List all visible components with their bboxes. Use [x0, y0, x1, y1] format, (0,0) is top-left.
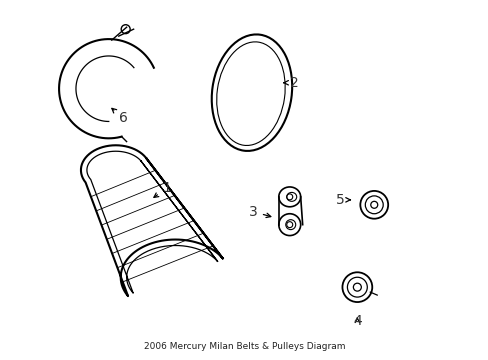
Text: 6: 6	[112, 108, 127, 126]
Text: 1: 1	[154, 181, 171, 197]
Text: 2006 Mercury Milan Belts & Pulleys Diagram: 2006 Mercury Milan Belts & Pulleys Diagr…	[143, 342, 345, 351]
Text: 5: 5	[335, 193, 350, 207]
Text: 3: 3	[249, 205, 270, 219]
Text: 4: 4	[352, 314, 361, 328]
Text: 2: 2	[283, 76, 298, 90]
